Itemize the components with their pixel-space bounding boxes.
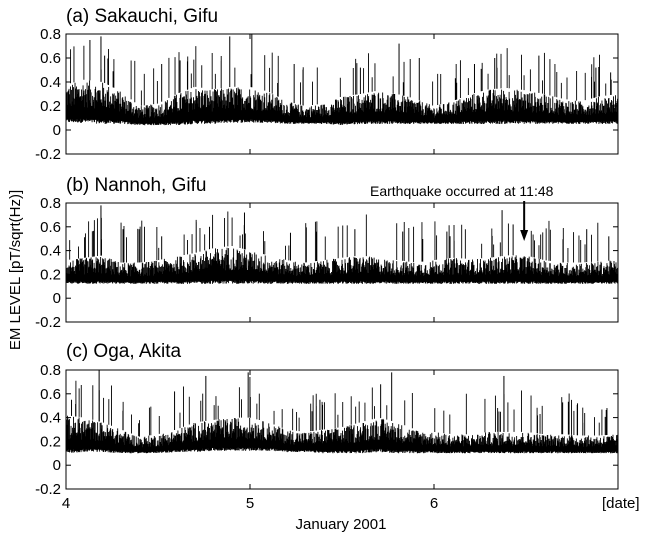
panel-b-ytick-label: 0.2 bbox=[40, 266, 61, 283]
panel-a-ytick-label: 0.8 bbox=[40, 26, 61, 43]
x-tick-labels: 4 5 6 bbox=[62, 495, 438, 512]
panel-c-xticks bbox=[65, 370, 435, 489]
panel-a-ytick-label: -0.2 bbox=[35, 146, 61, 163]
panel-b-title: (b) Nannoh, Gifu bbox=[66, 175, 206, 196]
panel-b: (b) Nannoh, Gifu 0.8 0.6 0.4 0.2 0 -0.2 Earth… bbox=[35, 175, 619, 331]
panel-c-noise-trace bbox=[65, 377, 619, 454]
x-unit-label: [date] bbox=[602, 495, 640, 512]
panel-b-trace bbox=[65, 205, 619, 284]
panel-b-ytick-label: 0.4 bbox=[40, 243, 61, 260]
panel-b-ytick-label: -0.2 bbox=[35, 314, 61, 331]
panel-c-trace bbox=[65, 370, 619, 454]
y-axis-label: EM LEVEL [pT/sqrt(Hz)] bbox=[7, 190, 24, 350]
panel-a-ytick-label: 0.6 bbox=[40, 50, 61, 67]
panel-a: (a) Sakauchi, Gifu 0.8 0.6 0.4 0.2 0 -0.2 bbox=[35, 6, 619, 163]
panel-b-xticks bbox=[65, 203, 435, 322]
panel-b-frame bbox=[65, 202, 619, 323]
x-tick-label: 4 bbox=[62, 495, 70, 512]
panel-a-title: (a) Sakauchi, Gifu bbox=[66, 6, 218, 27]
panel-c-ytick-label: 0 bbox=[53, 457, 61, 474]
x-tick-label: 6 bbox=[430, 495, 438, 512]
panel-a-ytick-label: 0 bbox=[53, 122, 61, 139]
panel-a-ytick-label: 0.2 bbox=[40, 98, 61, 115]
panel-c-title: (c) Oga, Akita bbox=[66, 341, 182, 362]
panel-b-ytick-label: 0.6 bbox=[40, 219, 61, 236]
panel-b-yticks: 0.8 0.6 0.4 0.2 0 -0.2 bbox=[35, 195, 618, 331]
panel-b-ytick-label: 0 bbox=[53, 290, 61, 307]
earthquake-arrow bbox=[520, 201, 529, 241]
panel-a-ytick-label: 0.4 bbox=[40, 74, 61, 91]
x-tick-label: 5 bbox=[246, 495, 254, 512]
panel-a-xticks bbox=[65, 34, 435, 154]
panel-c-frame bbox=[65, 369, 619, 490]
panel-c-yticks: 0.8 0.6 0.4 0.2 0 -0.2 bbox=[35, 362, 618, 498]
earthquake-annotation: Earthquake occurred at 11:48 bbox=[370, 183, 554, 199]
panel-c-ytick-label: 0.4 bbox=[40, 410, 61, 427]
panel-c-ytick-label: 0.6 bbox=[40, 386, 61, 403]
earthquake-arrow-head bbox=[520, 230, 529, 241]
panel-a-noise-trace bbox=[65, 45, 619, 126]
panel-a-yticks: 0.8 0.6 0.4 0.2 0 -0.2 bbox=[35, 26, 618, 163]
panel-b-ytick-label: 0.8 bbox=[40, 195, 61, 212]
x-axis-label: January 2001 bbox=[296, 516, 387, 533]
panel-b-noise-trace bbox=[65, 211, 619, 284]
panel-c-ytick-label: 0.2 bbox=[40, 433, 61, 450]
panel-a-frame bbox=[65, 33, 619, 155]
panel-a-trace bbox=[65, 34, 619, 126]
panel-c-ytick-label: -0.2 bbox=[35, 481, 61, 498]
panel-c-ytick-label: 0.8 bbox=[40, 362, 61, 379]
panel-c: (c) Oga, Akita 0.8 0.6 0.4 0.2 0 -0.2 bbox=[35, 341, 619, 498]
